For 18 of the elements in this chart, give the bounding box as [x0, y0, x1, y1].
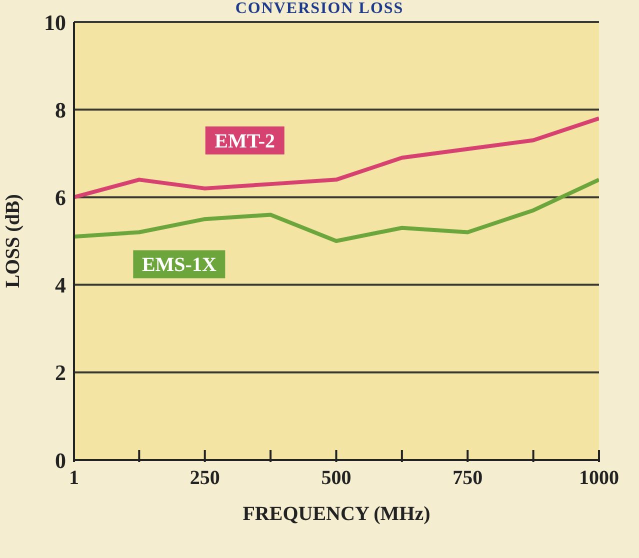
x-tick-label: 250 [190, 467, 220, 489]
x-axis-title: FREQUENCY (MHz) [242, 503, 430, 525]
line-series [74, 116, 599, 200]
x-tick-label: 750 [452, 467, 483, 489]
y-tick-label: 2 [55, 360, 66, 386]
x-tick-label: 1000 [579, 467, 619, 489]
line-series [74, 178, 599, 243]
x-tick-label: 1 [69, 467, 79, 489]
y-tick-label: 0 [55, 448, 66, 473]
y-tick-label: 4 [55, 272, 66, 298]
y-axis-title: LOSS (dB) [2, 194, 24, 288]
series-label: EMS-1X [142, 254, 217, 276]
y-tick-label: 10 [44, 10, 66, 35]
chart-title: CONVERSION LOSS [235, 0, 404, 17]
y-tick-label: 6 [55, 185, 66, 210]
x-tick-label: 500 [321, 467, 352, 489]
series-label: EMT-2 [214, 130, 276, 152]
y-tick-label: 8 [55, 97, 66, 122]
